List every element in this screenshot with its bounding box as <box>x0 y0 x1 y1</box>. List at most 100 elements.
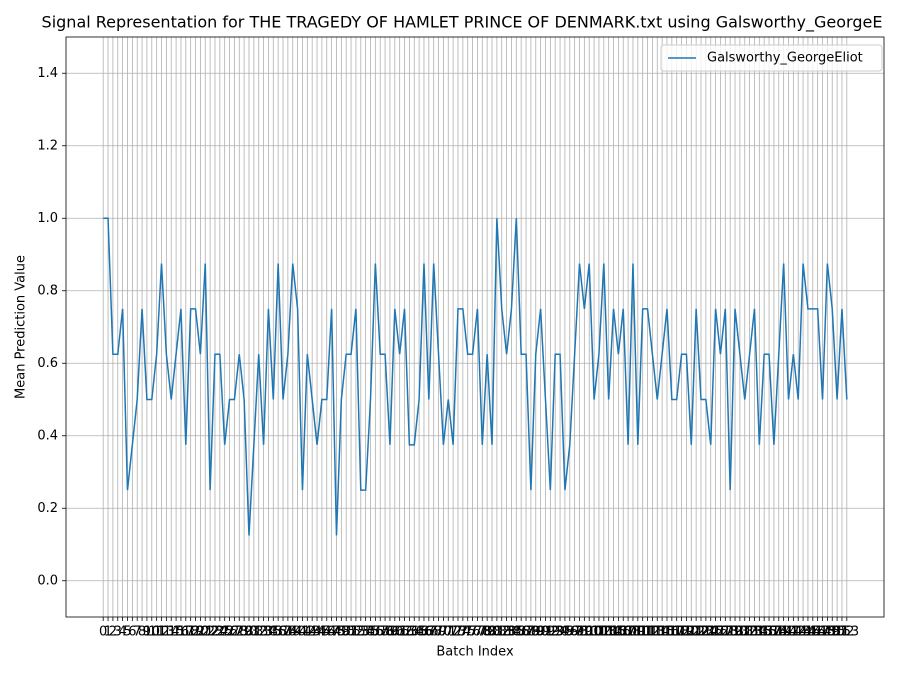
x-tick-label: 18 <box>182 625 199 640</box>
x-tick-label: 123 <box>689 625 714 640</box>
y-tick-label: 1.4 <box>37 66 58 81</box>
x-tick-label: 35 <box>265 625 282 640</box>
x-tick-label: 140 <box>771 625 796 640</box>
x-tick-label: 26 <box>221 625 238 640</box>
x-tick-label: 25 <box>216 625 233 640</box>
x-tick-label: 90 <box>532 625 549 640</box>
plot-frame <box>65 36 885 618</box>
x-tick-label: 44 <box>309 625 326 640</box>
x-tick-label: 15 <box>168 625 185 640</box>
x-tick-label: 10 <box>144 625 161 640</box>
x-tick-label: 17 <box>178 625 195 640</box>
x-tick-label: 118 <box>664 625 689 640</box>
legend-box <box>660 44 883 72</box>
x-tick-label: 20 <box>192 625 209 640</box>
x-tick-label: 145 <box>796 625 821 640</box>
x-tick-label: 30 <box>241 625 258 640</box>
x-tick-label: 150 <box>820 625 845 640</box>
x-tick-label: 8 <box>138 625 146 640</box>
x-tick-label: 136 <box>752 625 777 640</box>
x-tick-label: 36 <box>270 625 287 640</box>
x-tick-label: 41 <box>294 625 311 640</box>
x-tick-label: 65 <box>411 625 428 640</box>
x-tick-label: 42 <box>299 625 316 640</box>
x-tick-label: 132 <box>732 625 757 640</box>
y-tick-label: 1.2 <box>37 138 58 153</box>
x-tick-label: 43 <box>304 625 321 640</box>
x-tick-label: 80 <box>484 625 501 640</box>
x-tick-label: 143 <box>786 625 811 640</box>
x-tick-label: 103 <box>591 625 616 640</box>
x-tick-label: 85 <box>508 625 525 640</box>
x-tick-label: 106 <box>606 625 631 640</box>
x-tick-label: 49 <box>333 625 350 640</box>
x-tick-label: 149 <box>815 625 840 640</box>
x-tick-label: 31 <box>246 625 263 640</box>
x-tick-label: 147 <box>805 625 830 640</box>
y-axis-label: Mean Prediction Value <box>14 255 29 399</box>
x-tick-label: 6 <box>128 625 136 640</box>
x-tick-label: 13 <box>158 625 175 640</box>
x-tick-label: 131 <box>727 625 752 640</box>
x-tick-label: 33 <box>255 625 272 640</box>
x-tick-label: 137 <box>757 625 782 640</box>
x-tick-label: 54 <box>357 625 374 640</box>
x-tick-label: 121 <box>679 625 704 640</box>
x-tick-label: 134 <box>742 625 767 640</box>
x-tick-label: 37 <box>275 625 292 640</box>
x-tick-label: 108 <box>616 625 641 640</box>
x-tick-label: 122 <box>684 625 709 640</box>
x-tick-label: 51 <box>343 625 360 640</box>
x-tick-label: 125 <box>698 625 723 640</box>
x-tick-label: 3 <box>114 625 122 640</box>
x-tick-label: 76 <box>464 625 481 640</box>
x-tick-label: 105 <box>601 625 626 640</box>
x-tick-label: 139 <box>766 625 791 640</box>
x-tick-label: 52 <box>348 625 365 640</box>
x-tick-label: 0 <box>99 625 107 640</box>
x-tick-label: 99 <box>576 625 593 640</box>
x-tick-label: 133 <box>737 625 762 640</box>
x-tick-label: 87 <box>518 625 535 640</box>
x-tick-label: 45 <box>314 625 331 640</box>
x-tick-label: 55 <box>362 625 379 640</box>
x-tick-label: 93 <box>547 625 564 640</box>
x-tick-label: 16 <box>173 625 190 640</box>
x-tick-label: 53 <box>353 625 370 640</box>
x-tick-label: 66 <box>416 625 433 640</box>
x-tick-label: 72 <box>445 625 462 640</box>
x-tick-label: 98 <box>571 625 588 640</box>
x-tick-label: 135 <box>747 625 772 640</box>
legend-label: Galsworthy_GeorgeEliot <box>707 51 863 66</box>
x-tick-label: 130 <box>723 625 748 640</box>
x-tick-label: 24 <box>212 625 229 640</box>
x-tick-label: 81 <box>489 625 506 640</box>
x-tick-label: 21 <box>197 625 214 640</box>
x-tick-label: 7 <box>133 625 141 640</box>
data-line <box>103 217 848 536</box>
x-tick-label: 138 <box>761 625 786 640</box>
x-tick-label: 32 <box>250 625 267 640</box>
x-tick-label: 14 <box>163 625 180 640</box>
x-tick-label: 126 <box>703 625 728 640</box>
x-tick-label: 97 <box>566 625 583 640</box>
x-tick-label: 110 <box>625 625 650 640</box>
x-tick-label: 63 <box>401 625 418 640</box>
x-tick-label: 152 <box>830 625 855 640</box>
x-tick-label: 116 <box>655 625 680 640</box>
x-tick-label: 11 <box>148 625 165 640</box>
x-tick-label: 94 <box>552 625 569 640</box>
x-tick-label: 91 <box>537 625 554 640</box>
x-tick-label: 120 <box>674 625 699 640</box>
x-tick-label: 59 <box>382 625 399 640</box>
x-tick-label: 92 <box>542 625 559 640</box>
x-tick-label: 78 <box>474 625 491 640</box>
x-tick-label: 22 <box>202 625 219 640</box>
x-tick-label: 88 <box>523 625 540 640</box>
x-tick-label: 127 <box>708 625 733 640</box>
x-tick-label: 68 <box>425 625 442 640</box>
x-tick-label: 83 <box>498 625 515 640</box>
x-tick-label: 115 <box>650 625 675 640</box>
y-tick-label: 0.8 <box>37 283 58 298</box>
y-tick-label: 1.0 <box>37 211 58 226</box>
